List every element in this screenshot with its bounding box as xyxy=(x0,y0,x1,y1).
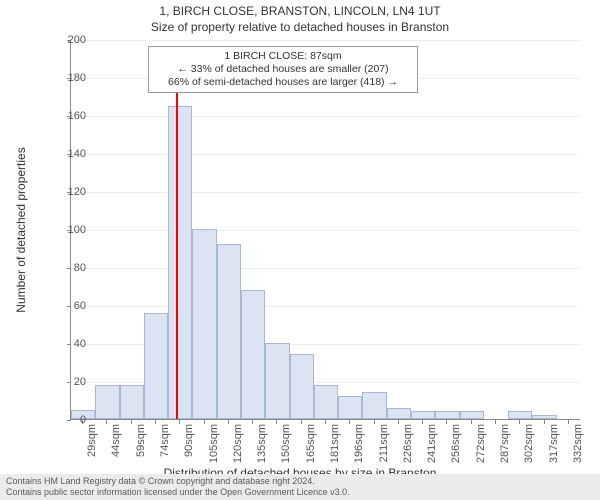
histogram-bar xyxy=(168,106,192,420)
xtick-label: 29sqm xyxy=(86,424,98,457)
xtick-mark xyxy=(374,420,375,424)
xtick-label: 150sqm xyxy=(280,424,292,463)
xtick-mark xyxy=(422,420,423,424)
xtick-mark xyxy=(568,420,569,424)
xtick-mark xyxy=(155,420,156,424)
xtick-label: 211sqm xyxy=(378,424,390,462)
ytick-label: 80 xyxy=(46,262,86,274)
ytick-label: 160 xyxy=(46,110,86,122)
xtick-mark xyxy=(228,420,229,424)
chart-header: 1, BIRCH CLOSE, BRANSTON, LINCOLN, LN4 1… xyxy=(0,0,600,35)
gridline xyxy=(71,268,581,269)
xtick-mark xyxy=(179,420,180,424)
histogram-bar xyxy=(241,290,265,419)
footer-line2: Contains public sector information licen… xyxy=(6,487,594,498)
xtick-label: 120sqm xyxy=(232,424,244,463)
ytick-label: 40 xyxy=(46,338,86,350)
annotation-line3: 66% of semi-detached houses are larger (… xyxy=(157,76,409,89)
xtick-label: 287sqm xyxy=(499,424,511,463)
xtick-mark xyxy=(495,420,496,424)
xtick-label: 332sqm xyxy=(572,424,584,463)
histogram-bar xyxy=(411,411,435,419)
gridline xyxy=(71,306,581,307)
xtick-mark xyxy=(204,420,205,424)
gridline xyxy=(71,154,581,155)
y-axis-label: Number of detached properties xyxy=(14,147,28,312)
annotation-line1: 1 BIRCH CLOSE: 87sqm xyxy=(157,50,409,63)
ytick-label: 120 xyxy=(46,186,86,198)
xtick-label: 74sqm xyxy=(159,424,171,457)
ytick-label: 140 xyxy=(46,148,86,160)
xtick-label: 90sqm xyxy=(183,424,195,457)
annotation-box: 1 BIRCH CLOSE: 87sqm ← 33% of detached h… xyxy=(148,46,418,93)
xtick-label: 302sqm xyxy=(523,424,535,463)
xtick-mark xyxy=(131,420,132,424)
histogram-bar xyxy=(290,354,314,419)
histogram-bar xyxy=(314,385,338,419)
xtick-mark xyxy=(349,420,350,424)
license-footer: Contains HM Land Registry data © Crown c… xyxy=(0,474,600,500)
xtick-label: 317sqm xyxy=(548,424,560,463)
histogram-bar xyxy=(217,244,241,419)
histogram-bar xyxy=(362,392,386,419)
histogram-bar xyxy=(120,385,144,419)
ytick-label: 20 xyxy=(46,376,86,388)
chart-subtitle: Size of property relative to detached ho… xyxy=(0,20,600,36)
ytick-label: 180 xyxy=(46,72,86,84)
histogram-chart: 1 BIRCH CLOSE: 87sqm ← 33% of detached h… xyxy=(70,40,580,420)
histogram-bar xyxy=(144,313,168,419)
histogram-bar xyxy=(192,229,216,419)
xtick-label: 135sqm xyxy=(256,424,268,463)
property-marker-line xyxy=(176,68,178,420)
xtick-mark xyxy=(398,420,399,424)
gridline xyxy=(71,40,581,41)
histogram-bar xyxy=(338,396,362,419)
chart-title: 1, BIRCH CLOSE, BRANSTON, LINCOLN, LN4 1… xyxy=(0,4,600,20)
xtick-mark xyxy=(106,420,107,424)
histogram-bar xyxy=(265,343,289,419)
xtick-mark xyxy=(519,420,520,424)
xtick-label: 165sqm xyxy=(305,424,317,463)
histogram-bar xyxy=(387,408,411,419)
xtick-label: 44sqm xyxy=(110,424,122,457)
gridline xyxy=(71,192,581,193)
xtick-label: 105sqm xyxy=(208,424,220,463)
xtick-mark xyxy=(325,420,326,424)
xtick-label: 241sqm xyxy=(426,424,438,463)
xtick-mark xyxy=(252,420,253,424)
xtick-label: 272sqm xyxy=(475,424,487,463)
histogram-bar xyxy=(460,411,484,419)
xtick-mark xyxy=(276,420,277,424)
xtick-label: 59sqm xyxy=(135,424,147,457)
gridline xyxy=(71,230,581,231)
xtick-mark xyxy=(446,420,447,424)
ytick-label: 200 xyxy=(46,34,86,46)
xtick-mark xyxy=(301,420,302,424)
xtick-label: 181sqm xyxy=(329,424,341,463)
histogram-bar xyxy=(508,411,532,419)
histogram-bar xyxy=(435,411,459,419)
footer-line1: Contains HM Land Registry data © Crown c… xyxy=(6,476,594,487)
ytick-label: 100 xyxy=(46,224,86,236)
ytick-label: 60 xyxy=(46,300,86,312)
gridline xyxy=(71,116,581,117)
xtick-label: 226sqm xyxy=(402,424,414,463)
histogram-bar xyxy=(95,385,119,419)
histogram-bar xyxy=(532,415,556,419)
xtick-mark xyxy=(544,420,545,424)
ytick-label: 0 xyxy=(46,414,86,426)
annotation-line2: ← 33% of detached houses are smaller (20… xyxy=(157,63,409,76)
xtick-mark xyxy=(471,420,472,424)
plot-area xyxy=(70,40,580,420)
xtick-label: 196sqm xyxy=(353,424,365,463)
xtick-label: 256sqm xyxy=(450,424,462,463)
